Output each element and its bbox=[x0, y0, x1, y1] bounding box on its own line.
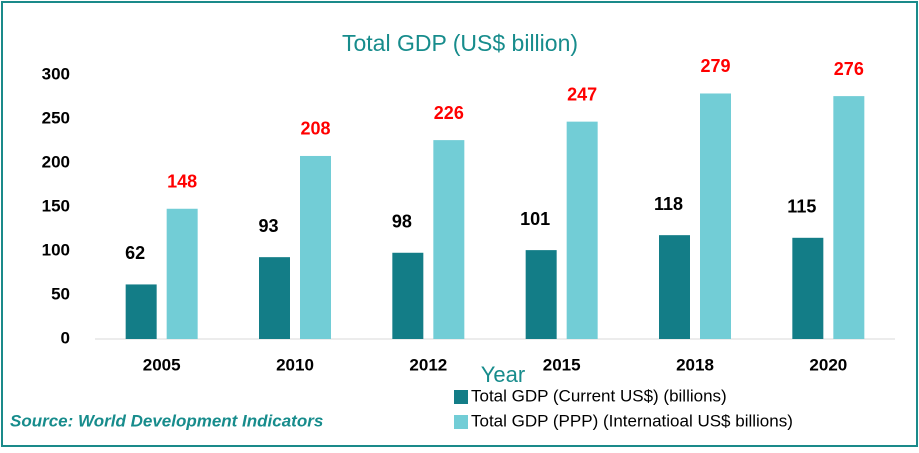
bar bbox=[525, 250, 557, 339]
chart-title: Total GDP (US$ billion) bbox=[342, 30, 578, 56]
value-label: 279 bbox=[700, 56, 730, 76]
y-tick-label: 100 bbox=[42, 240, 70, 259]
bar bbox=[700, 93, 731, 339]
x-tick-label: 2015 bbox=[543, 355, 581, 374]
bar bbox=[833, 96, 865, 340]
x-tick-label: 2010 bbox=[276, 355, 314, 374]
y-tick-label: 0 bbox=[61, 328, 70, 347]
value-label: 148 bbox=[167, 172, 197, 192]
x-tick-label: 2005 bbox=[143, 355, 181, 374]
value-label: 115 bbox=[787, 197, 816, 217]
value-label: 226 bbox=[434, 103, 464, 123]
y-tick-label: 300 bbox=[42, 64, 70, 83]
bar bbox=[166, 208, 198, 339]
bar bbox=[259, 257, 290, 339]
y-tick-label: 50 bbox=[51, 284, 70, 303]
x-tick-label: 2012 bbox=[409, 355, 447, 374]
x-axis-label: Year bbox=[481, 362, 525, 387]
x-tick-label: 2020 bbox=[809, 355, 847, 374]
value-label: 276 bbox=[834, 59, 864, 79]
bar bbox=[659, 235, 690, 339]
bar bbox=[433, 140, 465, 339]
value-label: 101 bbox=[520, 209, 550, 229]
value-label: 247 bbox=[567, 84, 597, 104]
value-label: 118 bbox=[654, 194, 683, 214]
legend-swatch bbox=[454, 415, 468, 429]
value-label: 208 bbox=[300, 119, 330, 139]
bar bbox=[566, 121, 598, 339]
legend-label: Total GDP (PPP) (Internatioal US$ billio… bbox=[471, 411, 793, 430]
bar bbox=[300, 155, 331, 339]
bar bbox=[125, 284, 157, 339]
legend-swatch bbox=[454, 390, 468, 404]
x-tick-label: 2018 bbox=[676, 355, 714, 374]
bar bbox=[392, 252, 424, 339]
value-label: 98 bbox=[392, 212, 412, 232]
y-tick-label: 200 bbox=[42, 152, 70, 171]
value-label: 93 bbox=[258, 216, 278, 236]
y-tick-label: 250 bbox=[42, 108, 70, 127]
y-tick-label: 150 bbox=[42, 196, 70, 215]
source: Source: World Development Indicators bbox=[10, 411, 323, 430]
value-label: 62 bbox=[125, 243, 145, 263]
legend-label: Total GDP (Current US$) (billions) bbox=[471, 386, 727, 405]
bar bbox=[792, 237, 824, 339]
